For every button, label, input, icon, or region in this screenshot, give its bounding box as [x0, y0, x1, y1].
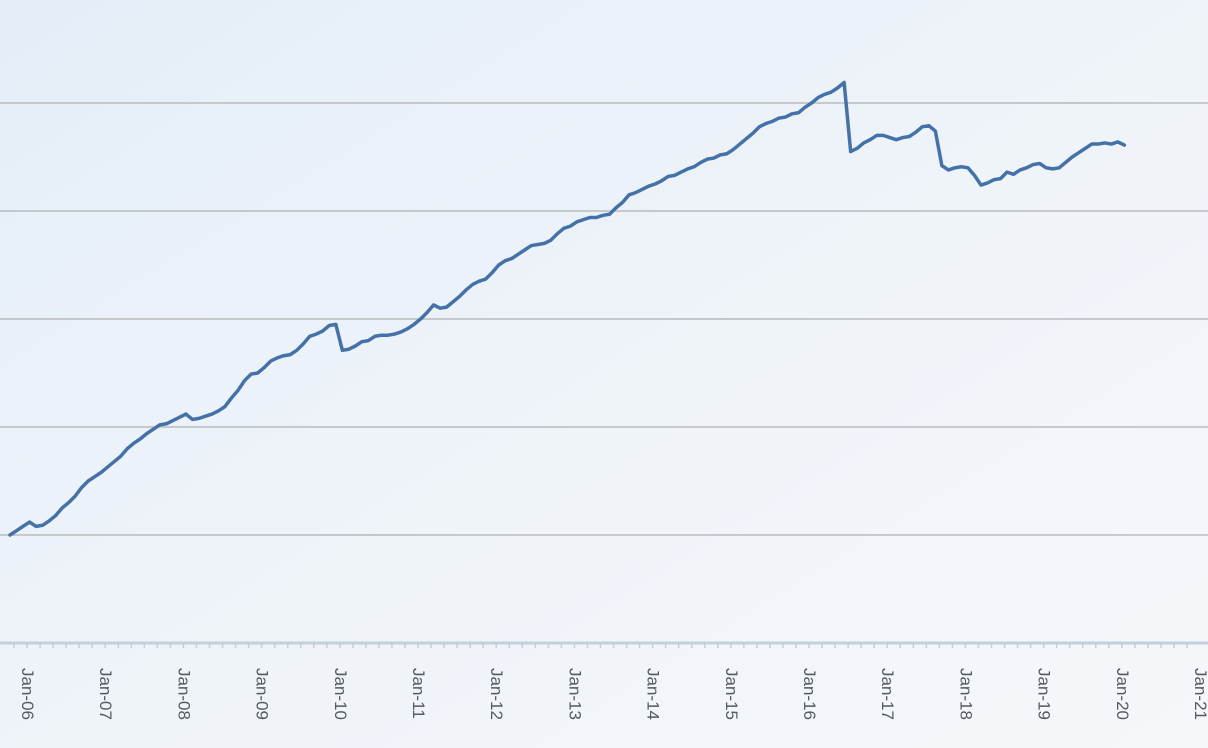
- x-tick-label: Jan-07: [96, 668, 115, 720]
- x-tick-label: Jan-20: [1113, 668, 1132, 720]
- series-layer: [8, 80, 1127, 537]
- x-tick-label: Jan-15: [722, 668, 741, 720]
- x-tick-label: Jan-17: [878, 668, 897, 720]
- x-tick-label: Jan-13: [565, 668, 584, 720]
- gridlines: [0, 102, 1208, 536]
- x-tick-label: Jan-16: [800, 668, 819, 720]
- x-tick-label: Jan-18: [956, 668, 975, 720]
- x-tick-label: Jan-11: [409, 668, 428, 719]
- x-tick-label: Jan-14: [644, 668, 663, 720]
- x-axis: [0, 641, 1208, 648]
- x-tick-labels: Jan-06 Jan-07 Jan-08 Jan-09 Jan-10 Jan-11 Jan-…: [18, 668, 1208, 720]
- x-tick-label: Jan-06: [18, 668, 37, 720]
- x-tick-label: Jan-21: [1191, 668, 1208, 720]
- x-tick-label: Jan-19: [1035, 668, 1054, 720]
- x-tick-label: Jan-10: [331, 668, 350, 720]
- x-tick-label: Jan-08: [174, 668, 193, 720]
- x-tick-label: Jan-12: [487, 668, 506, 720]
- series-line-1: [8, 80, 1127, 537]
- x-tick-label: Jan-09: [253, 668, 272, 720]
